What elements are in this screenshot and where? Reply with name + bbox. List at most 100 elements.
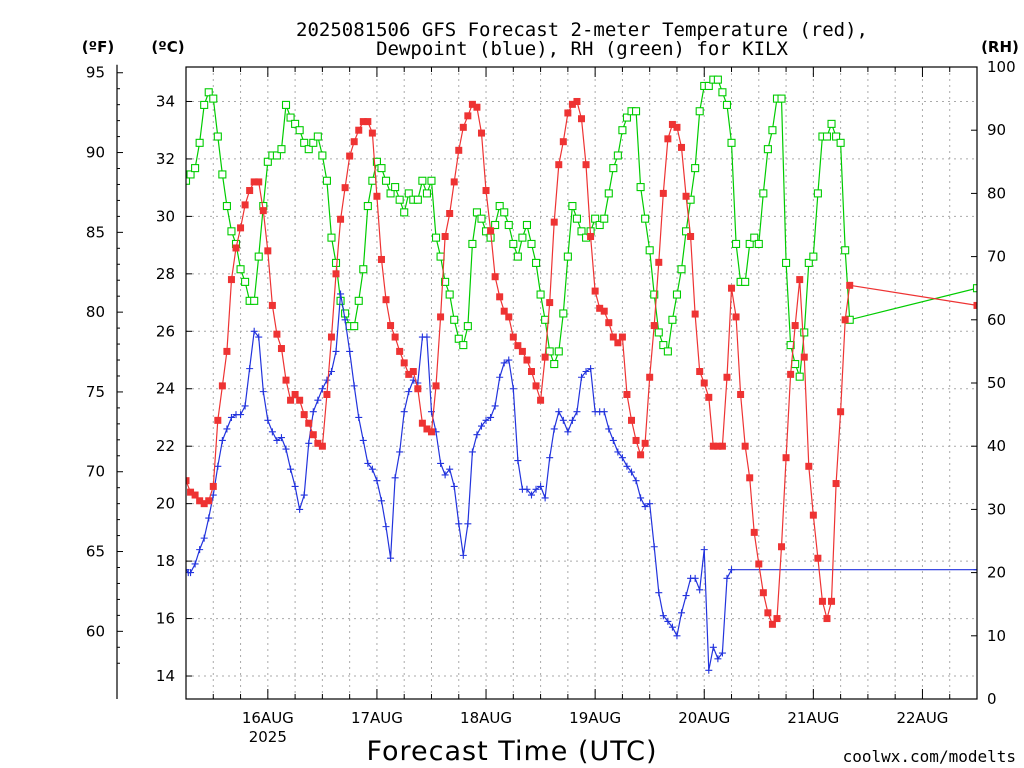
- rh-point: [436, 252, 445, 261]
- rh-point: [754, 239, 763, 249]
- temp-point: [496, 293, 504, 301]
- temp-point: [337, 215, 345, 223]
- rh-point: [836, 138, 845, 147]
- rh-point: [381, 176, 391, 185]
- rh-point: [559, 309, 568, 318]
- rh-tick-label: 100: [987, 58, 1016, 76]
- rh-point: [531, 258, 541, 267]
- temp-point: [750, 528, 758, 536]
- f-tick-label: 75: [86, 383, 105, 401]
- temp-point: [187, 488, 195, 496]
- rh-point: [568, 201, 577, 211]
- rh-tick-label: 50: [987, 374, 1006, 392]
- temp-point: [800, 353, 808, 361]
- dewpoint-point: [405, 388, 413, 396]
- temp-point: [518, 347, 526, 355]
- dewpoint-point: [718, 649, 726, 657]
- temp-point: [300, 411, 308, 419]
- chart-title-line1: 2025081506 GFS Forecast 2-meter Temperat…: [296, 19, 868, 41]
- dewpoint-point: [655, 589, 663, 597]
- rh-point: [295, 126, 304, 135]
- temp-point: [455, 146, 463, 154]
- temp-point: [814, 554, 822, 562]
- temp-point: [332, 270, 340, 278]
- rh-point: [368, 176, 377, 185]
- rh-point: [800, 328, 809, 337]
- temp-point: [227, 276, 235, 284]
- temp-point: [287, 396, 295, 404]
- dewpoint-point: [237, 411, 245, 419]
- temp-point: [791, 322, 799, 330]
- temp-point: [768, 620, 776, 628]
- unit-label-fahrenheit: (ºF): [82, 38, 114, 56]
- rh-point: [704, 81, 713, 91]
- rh-point: [300, 138, 309, 147]
- temp-point: [250, 178, 258, 186]
- rh-tick-label: 80: [987, 184, 1006, 202]
- dewpoint-point: [600, 408, 608, 416]
- temp-point: [564, 109, 572, 117]
- temp-point: [537, 396, 545, 404]
- rh-point: [200, 100, 209, 109]
- temp-point: [700, 379, 708, 387]
- rh-point: [272, 151, 281, 160]
- rh-point: [477, 214, 486, 223]
- dewpoint-point: [309, 408, 317, 416]
- rh-point: [313, 132, 322, 141]
- rh-point: [472, 208, 481, 217]
- rh-point: [404, 189, 413, 198]
- rh-point: [672, 290, 682, 299]
- dewpoint-point: [191, 560, 199, 568]
- dewpoint-point: [559, 416, 567, 424]
- temp-point: [673, 123, 681, 131]
- temp-point: [400, 359, 408, 367]
- rh-point: [422, 189, 431, 198]
- temp-point: [214, 416, 222, 424]
- temp-point: [741, 442, 749, 450]
- rh-point: [654, 328, 663, 337]
- temp-point: [268, 301, 276, 309]
- temp-point: [637, 451, 645, 459]
- dewpoint-point: [582, 368, 590, 376]
- dewpoint-point: [573, 408, 581, 416]
- temp-point: [196, 497, 204, 505]
- temp-point: [587, 232, 595, 240]
- x-tick-sublabel: 2025: [249, 728, 287, 746]
- temp-point: [341, 184, 349, 192]
- temp-point: [418, 419, 426, 427]
- rh-point: [331, 258, 341, 267]
- temp-point: [550, 218, 558, 226]
- rh-point: [413, 195, 422, 204]
- rh-point: [281, 100, 291, 109]
- temp-point: [409, 368, 417, 376]
- dewpoint-point: [246, 365, 254, 373]
- f-tick-label: 95: [86, 64, 105, 82]
- temp-point: [623, 390, 631, 398]
- rh-point: [309, 138, 318, 147]
- temp-point: [778, 543, 786, 551]
- x-tick-label: 21AUG: [787, 709, 839, 727]
- temp-point: [759, 589, 767, 597]
- rh-point: [427, 176, 436, 185]
- rh-tick-label: 10: [987, 627, 1006, 645]
- temp-point: [527, 368, 535, 376]
- temp-point: [596, 304, 604, 312]
- temp-point: [809, 511, 817, 519]
- dewpoint-point: [628, 468, 636, 476]
- rh-point: [809, 252, 818, 261]
- rh-point: [832, 132, 841, 141]
- temp-point: [191, 491, 199, 499]
- rh-tick-label: 30: [987, 500, 1006, 518]
- dewpoint-point: [650, 543, 658, 551]
- temp-point: [678, 143, 686, 151]
- rh-tick-label: 70: [987, 248, 1006, 266]
- dewpoint-point: [218, 436, 226, 444]
- temp-point: [296, 396, 304, 404]
- temp-point: [578, 115, 585, 123]
- rh-tick-label: 90: [987, 121, 1006, 139]
- rh-point: [972, 284, 977, 293]
- temp-point: [555, 161, 563, 169]
- rh-point: [363, 201, 372, 211]
- rh-point: [622, 113, 632, 122]
